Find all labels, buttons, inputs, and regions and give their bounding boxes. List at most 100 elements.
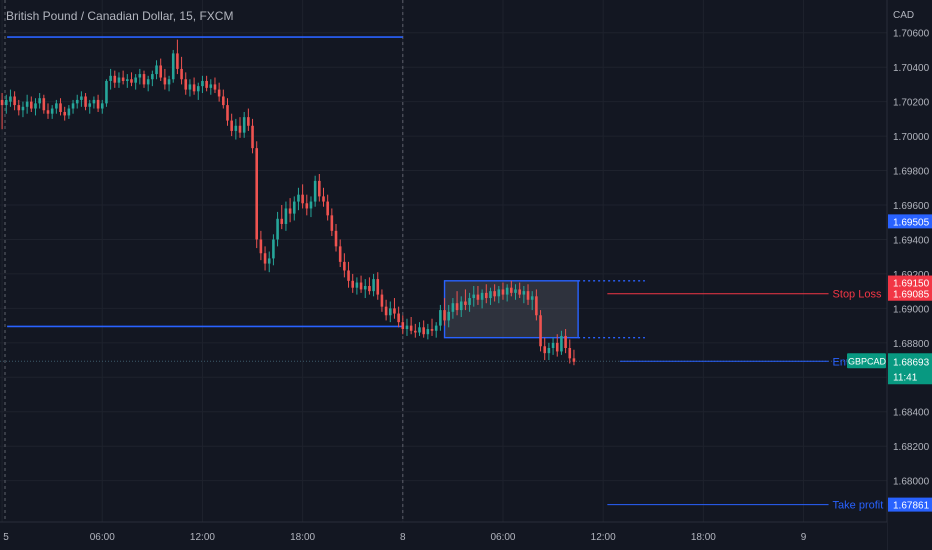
candle-body — [535, 296, 538, 316]
candle-body — [67, 108, 71, 116]
price-axis-tick: 1.68400 — [893, 408, 930, 419]
candle-body — [301, 194, 304, 204]
candle-body — [430, 329, 434, 331]
price-axis-tick: 1.70200 — [893, 98, 930, 109]
candle-body — [151, 74, 154, 80]
candle-body — [201, 80, 204, 87]
candle-body — [522, 291, 526, 295]
price-axis-tick: 1.69400 — [893, 235, 930, 246]
chart-title: British Pound / Canadian Dollar, 15, FXC… — [6, 9, 234, 23]
stop-loss-badge-text: 1.69085 — [893, 290, 930, 301]
symbol-tag-text: GBPCAD — [848, 356, 887, 366]
candle-body — [192, 84, 196, 92]
price-axis-tick: 1.70600 — [893, 29, 930, 40]
candle-body — [209, 84, 213, 88]
candle-body — [234, 125, 238, 131]
candle-body — [318, 180, 321, 197]
price-axis[interactable] — [887, 0, 932, 550]
symbol-tag — [847, 353, 886, 369]
price-axis-tick: 1.69000 — [893, 304, 930, 315]
candle-body — [46, 110, 50, 114]
candle-body — [434, 325, 438, 331]
candle-body — [226, 105, 229, 121]
candle-body — [34, 103, 37, 109]
candle-body — [130, 79, 133, 83]
candle-body — [55, 103, 58, 109]
candle-body — [167, 79, 171, 85]
candle-body — [472, 294, 476, 299]
candle-body — [468, 298, 471, 305]
candle-body — [393, 308, 396, 314]
candle-body — [568, 348, 572, 359]
candle-body — [322, 196, 325, 202]
take-profit-label: Take profit — [833, 500, 884, 512]
candle-body — [196, 86, 200, 92]
blue-level-badge-text: 1.69505 — [893, 217, 930, 228]
price-axis-currency: CAD — [893, 10, 914, 21]
candle-body — [188, 84, 192, 90]
candle-body — [451, 303, 455, 312]
candle-body — [459, 301, 463, 311]
candle-body — [439, 310, 442, 326]
candle-body — [113, 75, 117, 83]
stop-loss-upper-badge-text: 1.69150 — [893, 279, 930, 290]
candle-body — [455, 303, 459, 311]
candle-body — [372, 279, 375, 292]
candle-body — [347, 270, 350, 281]
candle-body — [176, 53, 179, 69]
candle-body — [217, 89, 221, 97]
candle-body — [230, 120, 233, 131]
current-price-badge-text: 1.68693 — [893, 357, 930, 368]
candle-body — [9, 96, 12, 102]
candle-body — [84, 96, 87, 107]
candle-body — [80, 96, 83, 100]
candle-body — [242, 117, 246, 133]
candle-body — [418, 327, 421, 333]
time-axis-tick: 8 — [400, 532, 406, 543]
candle-body — [518, 289, 521, 295]
candle-body — [464, 301, 467, 305]
candle-body — [384, 306, 388, 316]
candle-body — [401, 322, 405, 330]
price-axis-tick: 1.70400 — [893, 63, 930, 74]
candle-body — [42, 98, 46, 111]
candle-body — [184, 79, 188, 90]
candle-body — [21, 106, 25, 111]
candle-body — [359, 282, 363, 290]
candle-body — [63, 111, 66, 116]
candle-body — [484, 292, 488, 299]
candle-body — [560, 335, 563, 352]
time-axis-tick: 5 — [3, 532, 9, 543]
candle-body — [213, 84, 217, 90]
candle-body — [59, 103, 62, 112]
candle-body — [92, 99, 96, 104]
time-axis[interactable] — [0, 522, 887, 550]
candle-body — [30, 101, 33, 109]
price-axis-tick: 1.69600 — [893, 201, 930, 212]
candle-body — [138, 74, 142, 78]
candle-body — [313, 180, 317, 202]
candle-body — [514, 289, 517, 293]
candle-body — [363, 285, 367, 290]
candle-body — [297, 194, 300, 202]
candle-body — [539, 315, 542, 347]
candle-body — [50, 108, 54, 114]
candle-body — [96, 99, 100, 109]
candle-body — [551, 342, 555, 348]
candle-body — [343, 261, 346, 271]
time-axis-tick: 12:00 — [190, 532, 215, 543]
candle-body — [443, 310, 446, 321]
candle-body — [17, 105, 21, 111]
candle-body — [489, 291, 492, 299]
candle-body — [510, 287, 513, 293]
time-axis-tick: 06:00 — [90, 532, 115, 543]
candle-body — [126, 79, 129, 81]
candle-body — [0, 99, 4, 106]
candle-body — [388, 308, 392, 316]
candle-body — [251, 125, 254, 149]
candle-body — [263, 253, 267, 264]
candle-body — [368, 285, 371, 292]
candle-body — [88, 103, 92, 107]
